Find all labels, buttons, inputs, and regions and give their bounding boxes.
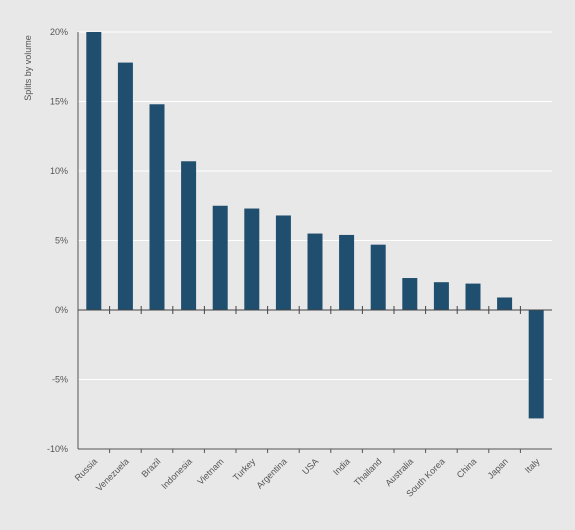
bar [117,62,133,310]
y-tick-label: 15% [50,97,68,107]
x-tick-label: Venezuela [94,456,131,493]
x-tick-label: Australia [383,456,415,488]
y-tick-label: 20% [50,27,68,37]
x-tick-label: Indonesia [159,456,194,491]
x-tick-label: Vietnam [195,456,225,486]
axes [77,32,552,453]
bars [86,32,544,419]
x-tick-label: Brazil [139,456,162,479]
y-tick-label: 0% [55,305,68,315]
x-tick-label: Turkey [231,456,258,483]
bar [149,104,165,310]
bar [528,310,544,419]
x-tick-label: Argentina [254,456,288,490]
bar [339,234,355,310]
y-tick-label: -5% [52,375,68,385]
y-tick-label: 5% [55,236,68,246]
bar [86,32,102,310]
bar [402,278,418,310]
y-tick-label: 10% [50,166,68,176]
x-tick-label: China [455,456,479,480]
x-tick-label: Thailand [352,456,383,487]
bar [465,283,481,310]
bar [497,297,513,310]
bar [370,244,386,310]
bar [212,205,228,310]
y-tick-label: -10% [47,444,68,454]
x-tick-label: USA [300,456,320,476]
y-axis-title: Splits by volume [23,35,33,101]
bar [307,233,323,310]
bar [244,208,260,310]
bar [181,161,197,310]
x-tick-label: Russia [73,456,100,483]
x-tick-label: India [331,456,352,477]
bar [433,282,449,310]
bar [275,215,291,310]
x-tick-label: Italy [523,456,542,475]
x-tick-label: Japan [486,456,510,480]
